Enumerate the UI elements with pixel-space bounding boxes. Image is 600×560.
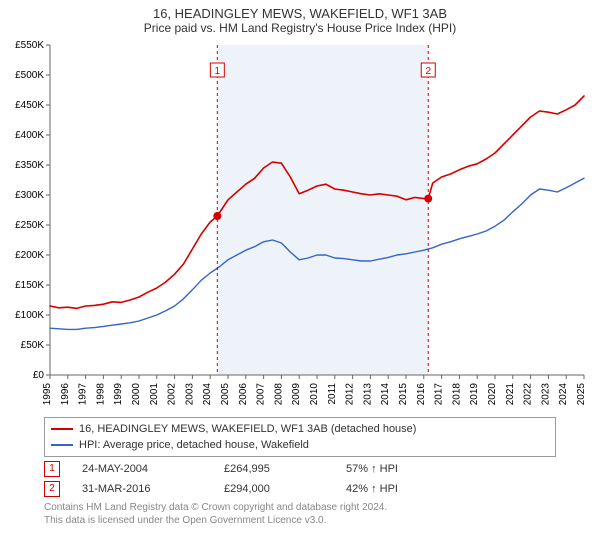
svg-text:£550K: £550K	[15, 40, 44, 51]
svg-text:£100K: £100K	[15, 310, 44, 321]
legend-swatch	[51, 428, 73, 430]
svg-text:2006: 2006	[238, 383, 249, 406]
sale-date: 24-MAY-2004	[82, 459, 202, 479]
svg-text:2017: 2017	[434, 383, 445, 406]
svg-text:£200K: £200K	[15, 250, 44, 261]
svg-text:2015: 2015	[398, 383, 409, 406]
footer-line2: This data is licensed under the Open Gov…	[44, 514, 556, 527]
svg-text:£50K: £50K	[21, 340, 45, 351]
svg-text:1995: 1995	[42, 383, 53, 406]
svg-text:2020: 2020	[487, 383, 498, 406]
sale-markers-table: 1 24-MAY-2004 £264,995 57% ↑ HPI 2 31-MAR-201…	[44, 459, 556, 499]
svg-text:2024: 2024	[558, 383, 569, 406]
legend-swatch	[51, 444, 73, 446]
svg-text:1996: 1996	[60, 383, 71, 406]
svg-text:2004: 2004	[202, 383, 213, 406]
svg-text:2016: 2016	[416, 383, 427, 406]
svg-text:2012: 2012	[345, 383, 356, 406]
sale-marker-row: 1 24-MAY-2004 £264,995 57% ↑ HPI	[44, 459, 556, 479]
svg-text:1: 1	[215, 66, 221, 77]
svg-text:£300K: £300K	[15, 190, 44, 201]
svg-text:2000: 2000	[131, 383, 142, 406]
page-title: 16, HEADINGLEY MEWS, WAKEFIELD, WF1 3AB	[0, 0, 600, 21]
svg-text:£400K: £400K	[15, 130, 44, 141]
svg-text:£250K: £250K	[15, 220, 44, 231]
svg-text:2002: 2002	[167, 383, 178, 406]
svg-text:2013: 2013	[362, 383, 373, 406]
svg-text:2003: 2003	[184, 383, 195, 406]
svg-text:2025: 2025	[576, 383, 587, 406]
svg-text:2007: 2007	[256, 383, 267, 406]
svg-text:1999: 1999	[113, 383, 124, 406]
svg-text:£450K: £450K	[15, 100, 44, 111]
svg-text:£150K: £150K	[15, 280, 44, 291]
legend-label: 16, HEADINGLEY MEWS, WAKEFIELD, WF1 3AB …	[79, 421, 416, 437]
legend-label: HPI: Average price, detached house, Wake…	[79, 437, 309, 453]
svg-text:1998: 1998	[95, 383, 106, 406]
svg-text:£500K: £500K	[15, 70, 44, 81]
svg-text:£350K: £350K	[15, 160, 44, 171]
svg-text:2010: 2010	[309, 383, 320, 406]
legend: 16, HEADINGLEY MEWS, WAKEFIELD, WF1 3AB …	[44, 417, 556, 457]
svg-text:2001: 2001	[149, 383, 160, 406]
svg-text:2009: 2009	[291, 383, 302, 406]
legend-item: HPI: Average price, detached house, Wake…	[51, 437, 549, 453]
svg-text:1997: 1997	[78, 383, 89, 406]
page: 16, HEADINGLEY MEWS, WAKEFIELD, WF1 3AB …	[0, 0, 600, 560]
svg-text:2: 2	[425, 66, 431, 77]
sale-date: 31-MAR-2016	[82, 479, 202, 499]
sale-price: £294,000	[224, 479, 324, 499]
sale-marker-badge: 2	[44, 481, 60, 497]
page-subtitle: Price paid vs. HM Land Registry's House …	[0, 21, 600, 37]
price-chart: £0 £50K £100K £150K £200K £250K £300K £350K £400…	[6, 37, 594, 413]
svg-text:2011: 2011	[327, 383, 338, 405]
svg-text:2008: 2008	[273, 383, 284, 406]
svg-text:£0: £0	[33, 370, 45, 381]
svg-text:2023: 2023	[540, 383, 551, 406]
sale-price: £264,995	[224, 459, 324, 479]
sale-diff-hpi: 42% ↑ HPI	[346, 479, 446, 499]
footer-line1: Contains HM Land Registry data © Crown c…	[44, 501, 556, 514]
sale-marker-row: 2 31-MAR-2016 £294,000 42% ↑ HPI	[44, 479, 556, 499]
svg-text:2021: 2021	[505, 383, 516, 406]
chart-svg: £0 £50K £100K £150K £200K £250K £300K £350K £400…	[6, 37, 594, 413]
footer-attrib: Contains HM Land Registry data © Crown c…	[44, 501, 556, 527]
svg-text:2005: 2005	[220, 383, 231, 406]
legend-item: 16, HEADINGLEY MEWS, WAKEFIELD, WF1 3AB …	[51, 421, 549, 437]
svg-text:2014: 2014	[380, 383, 391, 406]
svg-text:2019: 2019	[469, 383, 480, 406]
svg-text:2018: 2018	[451, 383, 462, 406]
svg-text:2022: 2022	[523, 383, 534, 406]
sale-diff-hpi: 57% ↑ HPI	[346, 459, 446, 479]
sale-marker-badge: 1	[44, 461, 60, 477]
